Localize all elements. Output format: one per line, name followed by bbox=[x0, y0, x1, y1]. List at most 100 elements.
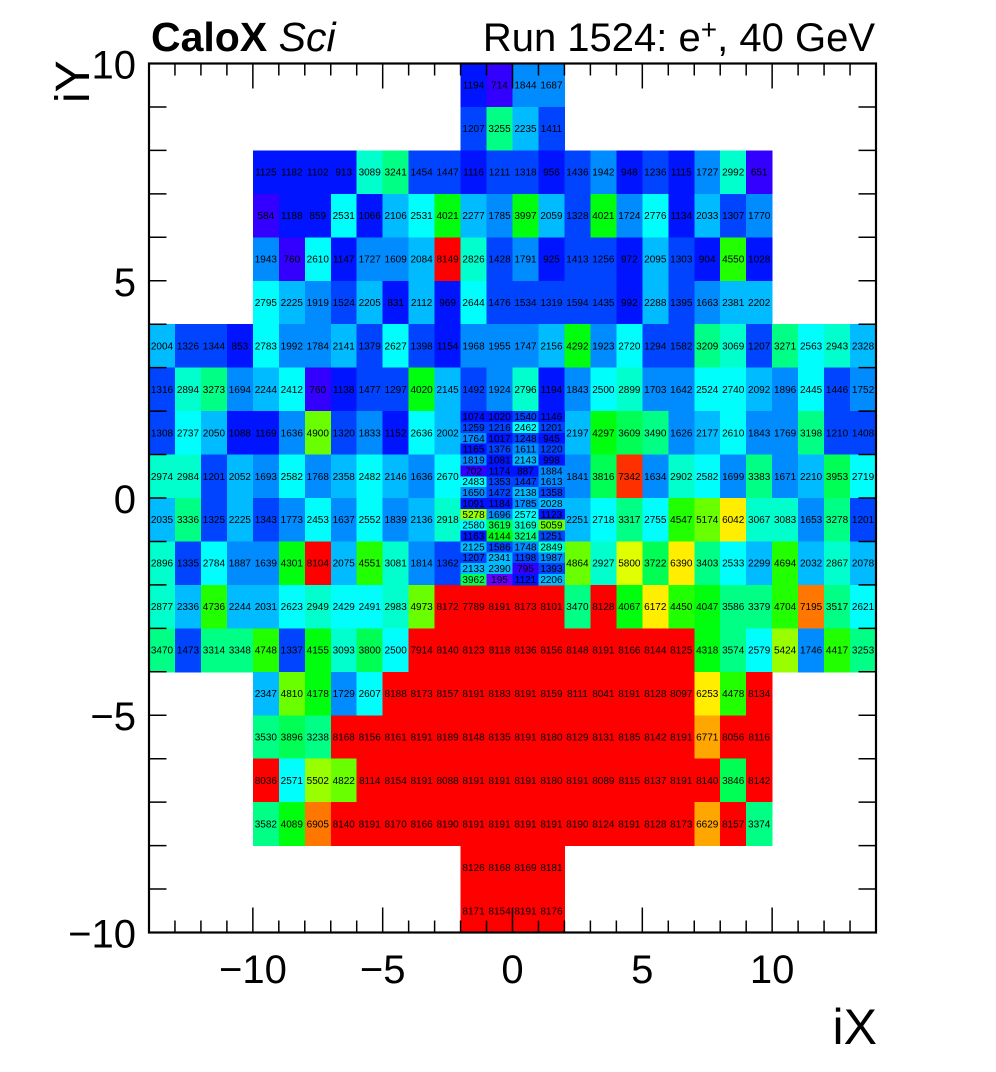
svg-text:1201: 1201 bbox=[540, 423, 563, 434]
svg-text:3083: 3083 bbox=[774, 515, 797, 526]
svg-text:1326: 1326 bbox=[177, 341, 200, 352]
svg-text:1393: 1393 bbox=[540, 564, 563, 575]
svg-text:8089: 8089 bbox=[592, 776, 615, 787]
svg-text:2381: 2381 bbox=[722, 298, 745, 309]
svg-text:969: 969 bbox=[439, 298, 456, 309]
svg-text:3383: 3383 bbox=[748, 472, 771, 483]
svg-text:2644: 2644 bbox=[462, 298, 485, 309]
svg-text:8171: 8171 bbox=[462, 906, 485, 917]
svg-text:1303: 1303 bbox=[670, 255, 693, 266]
svg-text:2776: 2776 bbox=[644, 211, 667, 222]
svg-text:3317: 3317 bbox=[618, 515, 641, 526]
svg-text:3470: 3470 bbox=[566, 602, 589, 613]
svg-text:6253: 6253 bbox=[696, 689, 719, 700]
svg-text:−5: −5 bbox=[90, 695, 136, 739]
svg-text:4748: 4748 bbox=[255, 646, 278, 657]
svg-text:6390: 6390 bbox=[670, 559, 693, 570]
svg-text:2483: 2483 bbox=[462, 477, 485, 488]
svg-text:4550: 4550 bbox=[722, 255, 745, 266]
svg-text:8191: 8191 bbox=[462, 689, 485, 700]
svg-text:3619: 3619 bbox=[488, 521, 511, 532]
svg-text:8144: 8144 bbox=[644, 646, 667, 657]
svg-text:8191: 8191 bbox=[488, 602, 511, 613]
svg-text:8180: 8180 bbox=[540, 776, 563, 787]
svg-text:1328: 1328 bbox=[566, 211, 589, 222]
svg-text:1746: 1746 bbox=[800, 646, 823, 657]
svg-text:2500: 2500 bbox=[385, 646, 408, 657]
svg-text:8128: 8128 bbox=[644, 819, 667, 830]
svg-text:4155: 4155 bbox=[307, 646, 330, 657]
svg-text:3336: 3336 bbox=[177, 515, 200, 526]
svg-text:2106: 2106 bbox=[385, 211, 408, 222]
svg-text:948: 948 bbox=[621, 168, 638, 179]
svg-text:1194: 1194 bbox=[463, 81, 485, 92]
svg-text:8188: 8188 bbox=[385, 689, 408, 700]
svg-text:2112: 2112 bbox=[411, 298, 433, 309]
svg-text:2974: 2974 bbox=[151, 472, 174, 483]
svg-text:1436: 1436 bbox=[566, 168, 589, 179]
svg-text:1773: 1773 bbox=[281, 515, 304, 526]
svg-text:8191: 8191 bbox=[488, 776, 511, 787]
svg-text:8170: 8170 bbox=[385, 819, 408, 830]
svg-text:8191: 8191 bbox=[462, 776, 485, 787]
svg-text:8166: 8166 bbox=[410, 819, 433, 830]
svg-text:1611: 1611 bbox=[515, 445, 537, 456]
svg-text:1017: 1017 bbox=[488, 434, 511, 445]
svg-text:1259: 1259 bbox=[462, 423, 485, 434]
svg-text:1727: 1727 bbox=[696, 168, 719, 179]
svg-text:1174: 1174 bbox=[489, 466, 511, 477]
svg-text:3255: 3255 bbox=[488, 124, 511, 135]
svg-text:1642: 1642 bbox=[670, 385, 693, 396]
svg-text:8154: 8154 bbox=[385, 776, 408, 787]
svg-text:1207: 1207 bbox=[462, 553, 485, 564]
svg-text:1770: 1770 bbox=[748, 211, 771, 222]
svg-text:2491: 2491 bbox=[359, 602, 382, 613]
svg-text:1785: 1785 bbox=[488, 211, 511, 222]
svg-text:4736: 4736 bbox=[203, 602, 226, 613]
svg-text:2877: 2877 bbox=[151, 602, 174, 613]
svg-text:8114: 8114 bbox=[359, 776, 381, 787]
svg-text:2500: 2500 bbox=[592, 385, 615, 396]
svg-text:2949: 2949 bbox=[307, 602, 330, 613]
svg-text:1220: 1220 bbox=[540, 445, 563, 456]
svg-text:1653: 1653 bbox=[800, 515, 823, 526]
svg-text:1353: 1353 bbox=[488, 477, 511, 488]
svg-text:8128: 8128 bbox=[644, 689, 667, 700]
svg-text:8036: 8036 bbox=[255, 776, 278, 787]
svg-text:8168: 8168 bbox=[488, 863, 511, 874]
svg-text:2032: 2032 bbox=[800, 559, 823, 570]
svg-text:iY: iY bbox=[47, 60, 100, 103]
svg-text:8041: 8041 bbox=[592, 689, 615, 700]
svg-text:2412: 2412 bbox=[281, 385, 304, 396]
svg-text:2524: 2524 bbox=[696, 385, 719, 396]
svg-text:3069: 3069 bbox=[722, 341, 745, 352]
svg-text:1841: 1841 bbox=[566, 472, 589, 483]
svg-text:2210: 2210 bbox=[800, 472, 823, 483]
svg-text:1884: 1884 bbox=[540, 466, 563, 477]
svg-text:2206: 2206 bbox=[540, 575, 563, 586]
svg-text:1294: 1294 bbox=[644, 341, 667, 352]
svg-text:1138: 1138 bbox=[333, 385, 355, 396]
svg-text:2052: 2052 bbox=[229, 472, 252, 483]
svg-text:2429: 2429 bbox=[333, 602, 356, 613]
svg-text:2533: 2533 bbox=[722, 559, 745, 570]
svg-text:7789: 7789 bbox=[462, 602, 485, 613]
svg-text:8169: 8169 bbox=[514, 863, 537, 874]
svg-text:2983: 2983 bbox=[385, 602, 408, 613]
svg-text:1318: 1318 bbox=[514, 168, 537, 179]
svg-text:1844: 1844 bbox=[514, 81, 537, 92]
svg-text:2582: 2582 bbox=[696, 472, 719, 483]
svg-text:1207: 1207 bbox=[748, 341, 771, 352]
svg-text:8148: 8148 bbox=[462, 732, 485, 743]
svg-text:8191: 8191 bbox=[514, 776, 537, 787]
svg-text:2095: 2095 bbox=[644, 255, 667, 266]
svg-text:8136: 8136 bbox=[514, 646, 537, 657]
svg-text:1769: 1769 bbox=[774, 428, 797, 439]
svg-text:1477: 1477 bbox=[359, 385, 382, 396]
svg-text:1358: 1358 bbox=[540, 488, 563, 499]
svg-text:4810: 4810 bbox=[281, 689, 304, 700]
svg-text:1236: 1236 bbox=[644, 168, 667, 179]
svg-text:1121: 1121 bbox=[515, 575, 537, 586]
svg-text:1747: 1747 bbox=[514, 341, 537, 352]
svg-text:1833: 1833 bbox=[359, 428, 382, 439]
